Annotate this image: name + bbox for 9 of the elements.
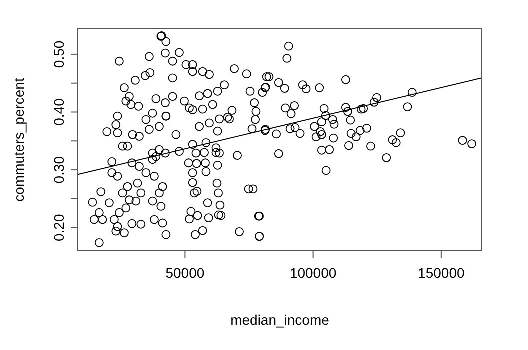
y-tick-label: 0.20 xyxy=(51,214,67,242)
x-axis-title: median_income xyxy=(230,312,330,328)
y-tick-label: 0.40 xyxy=(51,98,67,126)
x-tick-label: 50000 xyxy=(166,265,205,281)
x-tick-label: 100000 xyxy=(290,265,337,281)
y-tick-label: 0.50 xyxy=(51,40,67,68)
y-tick-label: 0.30 xyxy=(51,156,67,184)
x-tick-label: 150000 xyxy=(418,265,465,281)
y-axis-title: commuters_percent xyxy=(11,78,27,202)
